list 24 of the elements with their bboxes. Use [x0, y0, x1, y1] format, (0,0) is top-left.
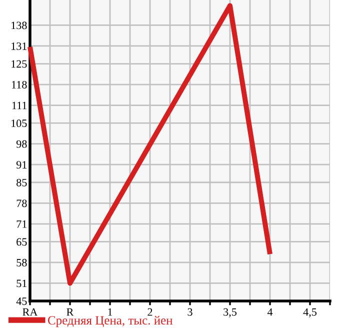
y-tick-label: 98 — [16, 140, 27, 148]
x-tick-label: 4,5 — [303, 308, 317, 318]
x-tick-label: R — [66, 308, 74, 316]
x-tick-label: 4 — [267, 308, 273, 316]
y-tick-label: 111 — [12, 102, 27, 110]
y-tick-label: 125 — [12, 60, 27, 68]
y-tick-label: 138 — [12, 22, 27, 30]
legend-label: Средняя Цена, тыс. йен — [48, 316, 172, 328]
x-tick-label: 3,5 — [224, 308, 237, 318]
y-tick-label: 85 — [16, 178, 27, 186]
y-tick-label: 58 — [16, 258, 27, 266]
y-tick-label: 71 — [16, 220, 27, 228]
y-tick-label: 105 — [12, 120, 27, 128]
y-tick-label: 78 — [16, 200, 27, 208]
x-tick-label: RA — [22, 308, 38, 316]
y-tick-label: 118 — [12, 80, 27, 88]
x-tick-label: 1 — [108, 308, 112, 316]
y-tick-label: 51 — [16, 280, 27, 288]
y-tick-label: 45 — [16, 298, 27, 305]
y-tick-label: 131 — [12, 42, 27, 50]
x-tick-label: 3 — [188, 308, 192, 316]
x-tick-label: 2 — [148, 308, 152, 316]
y-tick-label: 65 — [16, 238, 27, 246]
y-tick-label: 91 — [16, 161, 27, 169]
